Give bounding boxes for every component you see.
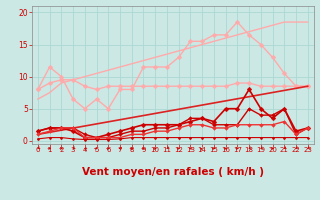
X-axis label: Vent moyen/en rafales ( km/h ): Vent moyen/en rafales ( km/h ) [82,167,264,177]
